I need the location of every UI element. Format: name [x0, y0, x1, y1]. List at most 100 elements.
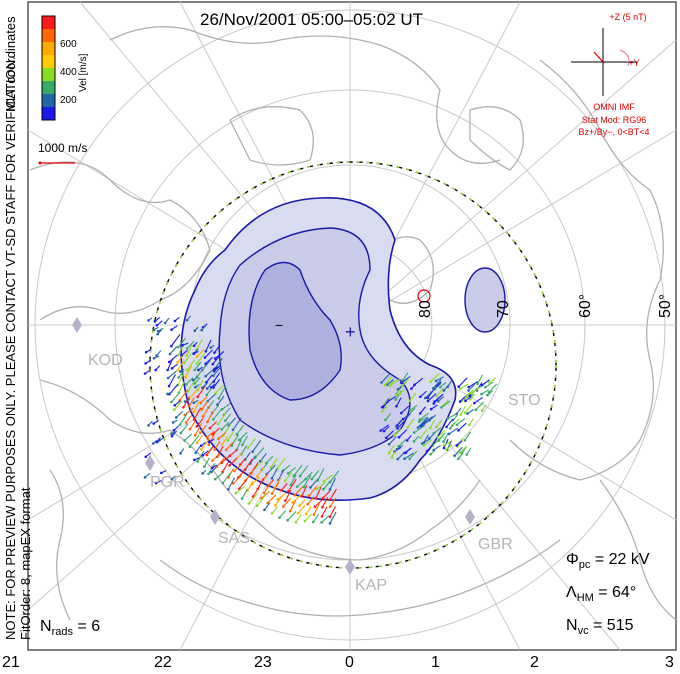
coastlines — [29, 26, 677, 621]
velocity-vector-origin — [403, 457, 406, 461]
velocity-vector — [417, 419, 427, 428]
velocity-vector-origin — [410, 387, 413, 390]
colorbar-tick-400: 400 — [60, 67, 77, 78]
imf-model-conditions: Bz+/By−, 0<BT<4 — [578, 127, 649, 137]
velocity-vector-origin — [328, 522, 332, 525]
velocity-vector-origin — [192, 401, 196, 405]
velocity-vector-origin — [200, 408, 203, 411]
velocity-vector-origin — [255, 475, 259, 478]
stat-nrads-sub: rads — [51, 626, 73, 639]
velocity-vector — [254, 460, 264, 469]
velocity-vector — [315, 486, 322, 499]
velocity-vector — [270, 458, 278, 468]
velocity-vector-origin — [447, 432, 451, 436]
velocity-vector — [205, 356, 213, 365]
velocity-vector-origin — [195, 425, 199, 428]
velocity-vector-origin — [231, 428, 235, 432]
colorbar-frame — [41, 15, 56, 121]
velocity-vector-origin — [436, 435, 440, 439]
velocity-vector — [381, 405, 388, 412]
velocity-vector-origin — [199, 401, 203, 405]
velocity-vector — [312, 513, 320, 523]
velocity-vector-origin — [422, 441, 426, 444]
velocity-vector-origin — [143, 476, 147, 479]
velocity-vector — [216, 446, 224, 458]
velocity-vector-origin — [258, 460, 262, 463]
velocity-vector-origin — [200, 448, 203, 451]
colorbar-tick-600: 600 — [60, 39, 77, 50]
colorbar-tick-200: 200 — [60, 95, 77, 106]
velocity-vector — [292, 494, 302, 503]
velocity-vector-origin — [426, 399, 430, 403]
velocity-vector-origin — [309, 486, 312, 489]
velocity-vector-origin — [203, 465, 206, 468]
mlt-label-23: 23 — [254, 654, 272, 671]
velocity-vector — [264, 502, 271, 511]
velocity-vector — [441, 400, 451, 408]
velocity-vector-origin — [433, 387, 436, 391]
velocity-vector — [394, 428, 402, 436]
velocity-vector-origin — [213, 448, 217, 451]
velocity-vector-origin — [486, 393, 489, 397]
velocity-vector — [221, 421, 230, 430]
velocity-vector-origin — [283, 499, 287, 503]
velocity-vector — [435, 376, 444, 382]
velocity-vector-origin — [144, 455, 148, 459]
velocity-vector-origin — [435, 394, 438, 398]
velocity-vector — [388, 436, 397, 445]
velocity-vector — [438, 432, 446, 441]
velocity-vector — [313, 503, 320, 515]
velocity-vector-origin — [212, 374, 215, 378]
velocity-vector-origin — [432, 402, 436, 405]
velocity-vector — [227, 477, 236, 490]
velocity-vector-origin — [398, 392, 402, 395]
velocity-vector-origin — [188, 445, 192, 449]
velocity-vector-origin — [440, 406, 443, 409]
velocity-vector — [212, 427, 221, 435]
colorbar-swatch — [42, 42, 55, 56]
velocity-vector-origin — [322, 479, 326, 483]
velocity-vector-origin — [313, 505, 317, 509]
velocity-vector — [171, 391, 181, 403]
velocity-vector-origin — [304, 512, 308, 516]
velocity-vector — [274, 477, 282, 489]
velocity-vector — [464, 393, 474, 399]
velocity-vector-origin — [445, 425, 448, 429]
velocity-vector — [481, 389, 490, 395]
velocity-vector-origin — [234, 491, 238, 495]
velocity-vector-origin — [278, 516, 281, 519]
velocity-vector-origin — [205, 436, 209, 439]
velocity-vector — [177, 337, 186, 348]
velocity-vector-origin — [170, 478, 174, 481]
stat-nrads: Nrads = 6 — [40, 618, 100, 638]
velocity-vector-origin — [426, 396, 430, 400]
velocity-vector — [429, 419, 436, 429]
velocity-vector-origin — [429, 452, 432, 456]
velocity-vector — [193, 407, 202, 420]
velocity-vector-origin — [177, 376, 180, 379]
stat-nvc-value: = 515 — [588, 617, 634, 634]
velocity-vector-origin — [298, 504, 301, 507]
velocity-vector-origin — [314, 497, 318, 500]
hm-boundary-markers — [149, 161, 557, 569]
stat-nrads-symbol: N — [40, 618, 52, 635]
velocity-vector — [284, 489, 292, 502]
velocity-vector-origin — [292, 474, 296, 478]
velocity-vector-origin — [487, 390, 491, 394]
velocity-vector-origin — [181, 343, 184, 347]
velocity-vector — [329, 477, 336, 490]
velocity-vector-origin — [282, 505, 285, 508]
velocity-vector-origin — [176, 345, 180, 349]
lat-label-60: 60° — [577, 294, 594, 318]
velocity-vector — [175, 410, 184, 418]
velocity-vector — [193, 401, 200, 413]
velocity-vector-origin — [395, 424, 399, 427]
velocity-vector-origin — [194, 451, 198, 455]
velocity-vector-origin — [419, 395, 422, 399]
velocity-vector-origin — [269, 466, 273, 469]
velocity-vector — [267, 494, 277, 504]
velocity-vector — [194, 361, 202, 371]
velocity-vector-origin — [183, 439, 186, 442]
stat-lambda-value: = 64° — [593, 584, 637, 601]
velocity-vector-origin — [163, 321, 167, 325]
